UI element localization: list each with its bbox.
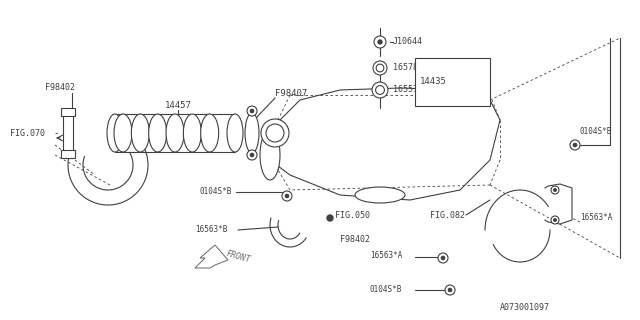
Circle shape	[438, 253, 448, 263]
Circle shape	[247, 106, 257, 116]
Text: 14435: 14435	[420, 77, 447, 86]
Text: 0104S*B: 0104S*B	[580, 127, 612, 137]
Ellipse shape	[148, 114, 166, 152]
Circle shape	[372, 82, 388, 98]
Ellipse shape	[183, 114, 202, 152]
Ellipse shape	[201, 114, 219, 152]
Text: A073001097: A073001097	[500, 303, 550, 313]
Circle shape	[250, 153, 253, 157]
Bar	[61, 150, 75, 158]
Circle shape	[327, 215, 333, 221]
Circle shape	[282, 191, 292, 201]
Text: F98402: F98402	[45, 84, 75, 92]
Circle shape	[374, 36, 386, 48]
Text: 0104S*B: 0104S*B	[370, 285, 403, 294]
Ellipse shape	[107, 114, 123, 152]
Bar	[63, 113, 73, 153]
Circle shape	[573, 143, 577, 147]
Circle shape	[378, 40, 382, 44]
Text: 0104S*B: 0104S*B	[200, 188, 232, 196]
Ellipse shape	[131, 114, 149, 152]
Circle shape	[554, 188, 556, 191]
Text: FRONT: FRONT	[225, 249, 252, 265]
Polygon shape	[270, 88, 500, 200]
Text: FIG.082: FIG.082	[430, 211, 465, 220]
Circle shape	[247, 150, 257, 160]
Circle shape	[554, 219, 556, 221]
Ellipse shape	[166, 114, 184, 152]
Circle shape	[250, 109, 253, 113]
Ellipse shape	[355, 187, 405, 203]
Text: FIG.070: FIG.070	[10, 129, 45, 138]
Circle shape	[551, 186, 559, 194]
Circle shape	[285, 194, 289, 198]
Text: 14457: 14457	[164, 100, 191, 109]
Circle shape	[570, 140, 580, 150]
Text: 16563*A: 16563*A	[370, 251, 403, 260]
Circle shape	[373, 61, 387, 75]
Text: FIG.050: FIG.050	[335, 211, 370, 220]
Text: J10644: J10644	[393, 37, 423, 46]
Polygon shape	[195, 245, 228, 268]
Circle shape	[445, 285, 455, 295]
Bar	[61, 108, 75, 116]
Circle shape	[441, 256, 445, 260]
Circle shape	[551, 216, 559, 224]
Ellipse shape	[245, 113, 259, 153]
Text: 16563*A: 16563*A	[580, 213, 612, 222]
Bar	[415, 58, 490, 106]
Text: 16563*B: 16563*B	[195, 226, 227, 235]
Ellipse shape	[261, 119, 289, 147]
Text: F98402: F98402	[340, 236, 370, 244]
Text: 16557: 16557	[393, 85, 418, 94]
Circle shape	[448, 288, 452, 292]
Text: F98407: F98407	[275, 89, 307, 98]
Ellipse shape	[260, 130, 280, 180]
Text: 16578: 16578	[393, 63, 418, 73]
Ellipse shape	[227, 114, 243, 152]
Ellipse shape	[114, 114, 132, 152]
